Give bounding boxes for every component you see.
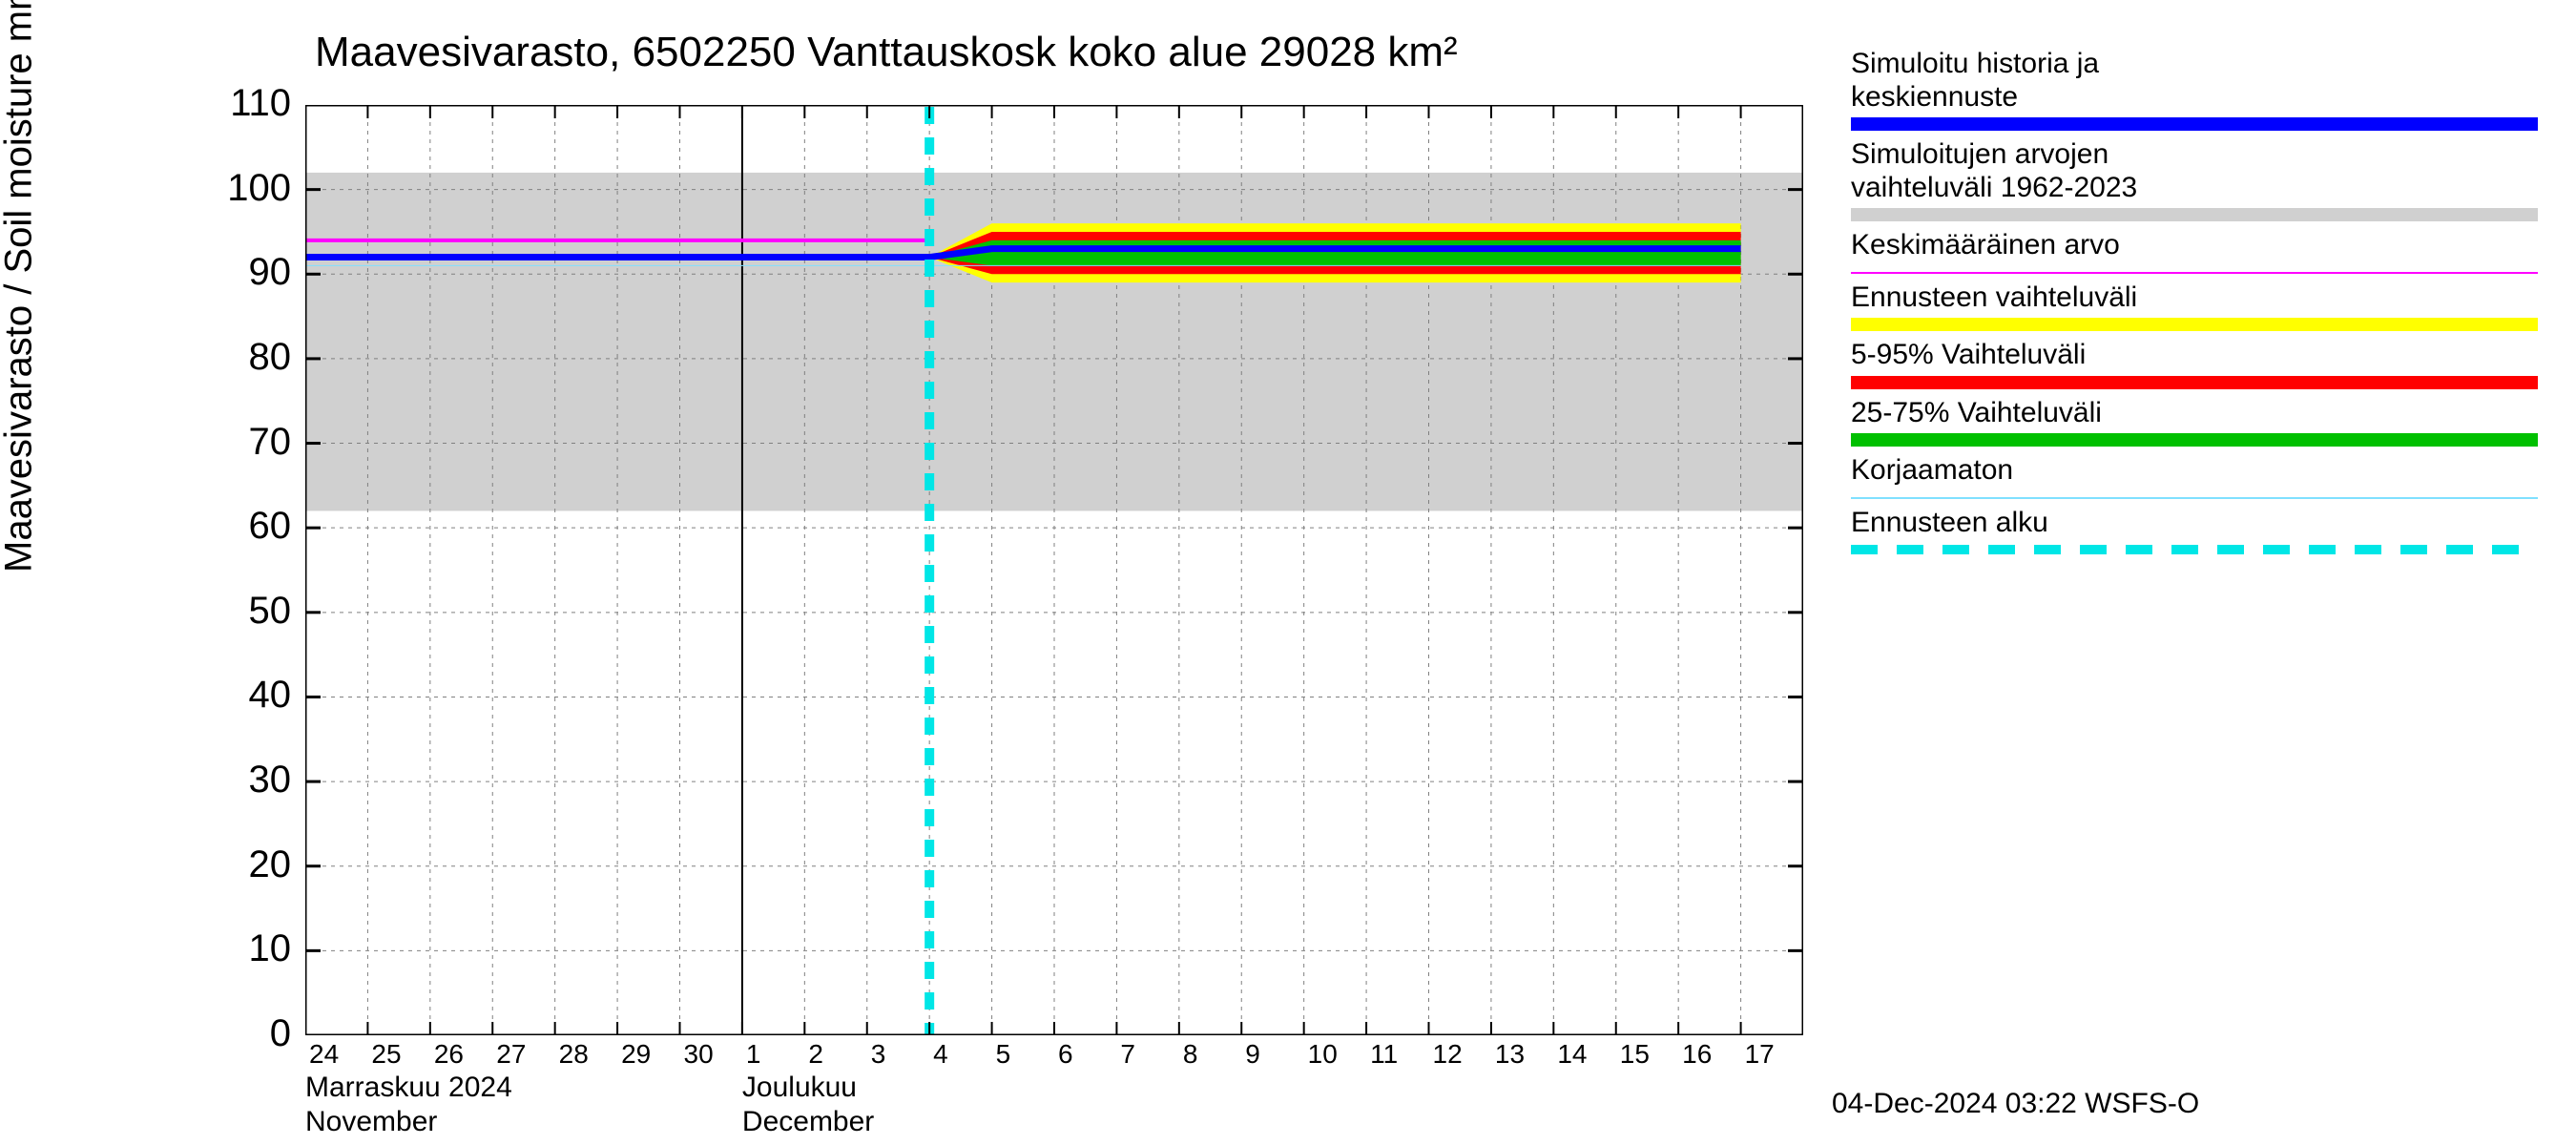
legend-swatch xyxy=(1851,376,2538,389)
legend-text: 5-95% Vaihteluväli xyxy=(1851,339,2547,372)
x-tick-label: 9 xyxy=(1245,1039,1260,1070)
x-tick-label: 17 xyxy=(1745,1039,1775,1070)
x-tick-label: 27 xyxy=(496,1039,526,1070)
legend-swatch xyxy=(1851,208,2538,221)
legend-entry: Simuloitujen arvojenvaihteluväli 1962-20… xyxy=(1851,138,2547,221)
x-tick-label: 12 xyxy=(1433,1039,1463,1070)
legend-text: Simuloitu historia ja xyxy=(1851,48,2547,81)
x-tick-label: 8 xyxy=(1183,1039,1198,1070)
y-tick-label: 90 xyxy=(196,251,291,294)
legend-entry: Korjaamaton xyxy=(1851,454,2547,499)
legend-entry: Keskimääräinen arvo xyxy=(1851,229,2547,274)
x-tick-label: 13 xyxy=(1495,1039,1525,1070)
legend-swatch xyxy=(1851,117,2538,131)
x-tick-label: 7 xyxy=(1120,1039,1135,1070)
legend-text: keskiennuste xyxy=(1851,81,2547,114)
y-tick-label: 50 xyxy=(196,590,291,633)
legend-text: Keskimääräinen arvo xyxy=(1851,229,2547,262)
legend-swatch xyxy=(1851,433,2538,447)
x-tick-label: 24 xyxy=(309,1039,339,1070)
legend-swatch xyxy=(1851,497,2538,499)
y-tick-label: 80 xyxy=(196,336,291,379)
y-tick-label: 30 xyxy=(196,759,291,802)
legend-swatch xyxy=(1851,545,2538,554)
legend-entry: Ennusteen alku xyxy=(1851,507,2547,555)
legend: Simuloitu historia jakeskiennusteSimuloi… xyxy=(1851,48,2547,562)
y-tick-label: 40 xyxy=(196,674,291,717)
plot-area xyxy=(305,105,1803,1035)
legend-text: 25-75% Vaihteluväli xyxy=(1851,397,2547,430)
x-tick-label: 10 xyxy=(1308,1039,1338,1070)
chart-title: Maavesivarasto, 6502250 Vanttauskosk kok… xyxy=(315,29,1458,76)
x-tick-label: 28 xyxy=(559,1039,589,1070)
x-tick-label: 3 xyxy=(871,1039,886,1070)
x-tick-label: 15 xyxy=(1620,1039,1650,1070)
chart-page: Maavesivarasto, 6502250 Vanttauskosk kok… xyxy=(0,0,2576,1145)
x-month-label-en: November xyxy=(305,1106,437,1138)
plot-svg xyxy=(305,105,1803,1035)
legend-text: vaihteluväli 1962-2023 xyxy=(1851,172,2547,205)
x-tick-label: 11 xyxy=(1370,1039,1398,1070)
y-tick-label: 110 xyxy=(196,82,291,125)
y-tick-label: 70 xyxy=(196,421,291,464)
legend-swatch xyxy=(1851,318,2538,331)
legend-text: Korjaamaton xyxy=(1851,454,2547,488)
y-tick-label: 20 xyxy=(196,843,291,886)
y-axis-label: Maavesivarasto / Soil moisture mm xyxy=(0,0,41,572)
x-tick-label: 29 xyxy=(621,1039,651,1070)
legend-text: Ennusteen vaihteluväli xyxy=(1851,281,2547,315)
x-tick-label: 26 xyxy=(434,1039,464,1070)
y-tick-label: 100 xyxy=(196,167,291,210)
x-tick-label: 25 xyxy=(371,1039,401,1070)
x-tick-label: 6 xyxy=(1058,1039,1073,1070)
legend-text: Simuloitujen arvojen xyxy=(1851,138,2547,172)
y-tick-label: 10 xyxy=(196,927,291,970)
x-tick-label: 30 xyxy=(684,1039,714,1070)
x-tick-label: 5 xyxy=(996,1039,1011,1070)
x-tick-label: 14 xyxy=(1557,1039,1587,1070)
legend-entry: 5-95% Vaihteluväli xyxy=(1851,339,2547,389)
x-month-label-en: December xyxy=(742,1106,874,1138)
x-tick-label: 1 xyxy=(746,1039,761,1070)
x-tick-label: 16 xyxy=(1682,1039,1712,1070)
legend-swatch xyxy=(1851,272,2538,274)
x-tick-label: 4 xyxy=(933,1039,948,1070)
x-tick-label: 2 xyxy=(808,1039,823,1070)
legend-text: Ennusteen alku xyxy=(1851,507,2547,540)
legend-entry: Simuloitu historia jakeskiennuste xyxy=(1851,48,2547,131)
x-month-label-fi: Marraskuu 2024 xyxy=(305,1072,512,1104)
legend-entry: Ennusteen vaihteluväli xyxy=(1851,281,2547,332)
legend-entry: 25-75% Vaihteluväli xyxy=(1851,397,2547,448)
x-month-label-fi: Joulukuu xyxy=(742,1072,857,1104)
y-tick-label: 0 xyxy=(196,1012,291,1055)
y-tick-label: 60 xyxy=(196,505,291,548)
footer-timestamp: 04-Dec-2024 03:22 WSFS-O xyxy=(1832,1088,2199,1120)
